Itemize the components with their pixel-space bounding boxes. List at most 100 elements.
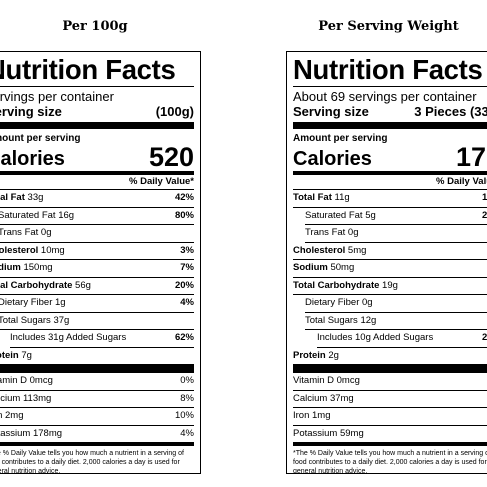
per-100g-heading: Per 100g [62, 19, 128, 34]
daily-value-header: % Daily Value* [0, 175, 194, 190]
added-sugars-row: Includes 31g Added Sugars 62% [10, 330, 194, 348]
protein-value: 7g [21, 349, 32, 361]
cholesterol-pct: 3% [180, 244, 194, 256]
added-sugars-pct: 20% [481, 332, 487, 343]
dietary-fiber-row: Dietary Fiber 0g 0% [305, 295, 487, 313]
dietary-fiber-label: Dietary Fiber 1g [0, 297, 66, 308]
calcium-label: Calcium 113mg [0, 392, 52, 404]
protein-row: Protein 2g [293, 348, 487, 365]
trans-fat-label: Trans Fat 0g [0, 227, 52, 238]
servings-per-container: servings per container [0, 89, 114, 104]
sodium-label: Sodium [0, 262, 21, 273]
calories-label: Calories [293, 148, 372, 170]
saturated-fat-label: Saturated Fat 16g [0, 209, 75, 221]
serving-size-row: Serving size 3 Pieces (33g) [293, 104, 487, 119]
serving-size-label: Serving size [293, 104, 369, 119]
total-fat-row: Total Fat 11g 14% [293, 190, 487, 208]
total-carbohydrate-label: Total Carbohydrate [0, 279, 73, 291]
cholesterol-row: Cholesterol 5mg 2% [293, 243, 487, 260]
daily-value-footnote: *The % Daily Value tells you how much a … [0, 450, 184, 474]
calories-label: Calories [0, 148, 65, 170]
potassium-row: Potassium 59mg 2% [293, 426, 487, 443]
daily-value-footnote: *The % Daily Value tells you how much a … [293, 450, 487, 474]
calcium-row: Calcium 113mg 8% [0, 391, 194, 408]
protein-label: Protein [0, 349, 19, 361]
sodium-row: Sodium 50mg 2% [293, 260, 487, 278]
trans-fat-label: Trans Fat 0g [305, 227, 359, 238]
nutrition-label-per-100g: Nutrition Facts servings per container S… [0, 51, 201, 474]
protein-row: Protein 7g [0, 348, 194, 365]
potassium-row: Potassium 178mg 4% [0, 426, 194, 443]
saturated-fat-pct: 25% [481, 209, 487, 221]
sodium-value: 50mg [330, 262, 355, 273]
protein-label: Protein [293, 349, 326, 361]
iron-row: Iron 2mg 10% [0, 408, 194, 426]
amount-per-serving-label: Amount per serving [293, 133, 388, 144]
amount-per-serving-label: Amount per serving [0, 133, 81, 144]
total-fat-label: Total Fat [293, 192, 332, 203]
dietary-fiber-label: Dietary Fiber 0g [305, 297, 373, 308]
calcium-label: Calcium 37mg [293, 392, 354, 404]
total-fat-pct: 42% [174, 192, 194, 203]
vitamin-d-row: Vitamin D 0mcg 0% [0, 373, 194, 391]
potassium-pct: 4% [180, 427, 194, 439]
total-fat-pct: 14% [481, 192, 487, 203]
saturated-fat-row: Saturated Fat 16g 80% [0, 208, 194, 225]
total-fat-value: 33g [27, 192, 44, 203]
sodium-row: Sodium 150mg 7% [0, 260, 194, 278]
vitamin-d-label: Vitamin D 0mcg [293, 375, 360, 386]
added-sugars-pct: 62% [174, 332, 194, 343]
sodium-value: 150mg [23, 262, 53, 273]
nutrition-facts-title: Nutrition Facts [293, 54, 483, 85]
added-sugars-row: Includes 10g Added Sugars 20% [317, 330, 487, 348]
iron-label: Iron 2mg [0, 410, 24, 421]
total-sugars-label: Total Sugars 12g [305, 314, 377, 326]
trans-fat-row: Trans Fat 0g [305, 225, 487, 243]
cholesterol-label: Cholesterol [0, 244, 39, 256]
cholesterol-value: 10mg [40, 244, 65, 256]
total-sugars-row: Total Sugars 37g [0, 313, 194, 330]
total-carbohydrate-pct: 20% [174, 279, 194, 291]
calcium-pct: 8% [180, 392, 194, 404]
added-sugars-label: Includes 10g Added Sugars [317, 332, 434, 343]
trans-fat-row: Trans Fat 0g [0, 225, 194, 243]
vitamin-d-pct: 0% [180, 375, 194, 386]
servings-per-container: About 69 servings per container [293, 89, 477, 104]
vitamin-d-label: Vitamin D 0mcg [0, 375, 53, 386]
total-carbohydrate-value: 19g [382, 279, 398, 291]
total-carbohydrate-row: Total Carbohydrate 56g 20% [0, 278, 194, 295]
dietary-fiber-row: Dietary Fiber 1g 4% [0, 295, 194, 313]
saturated-fat-label: Saturated Fat 5g [305, 209, 376, 221]
total-fat-label: Total Fat [0, 192, 25, 203]
serving-size-row: Serving size (100g) [0, 104, 194, 119]
calories-row: Calories 520 [0, 142, 194, 172]
serving-size-label: Serving size [0, 104, 62, 119]
nutrition-label-per-serving: Nutrition Facts About 69 servings per co… [286, 51, 487, 474]
cholesterol-row: Cholesterol 10mg 3% [0, 243, 194, 260]
iron-row: Iron 1mg 6% [293, 408, 487, 426]
iron-pct: 10% [174, 410, 194, 421]
protein-value: 2g [328, 349, 339, 361]
sodium-label: Sodium [293, 262, 328, 273]
serving-size-value: (100g) [155, 104, 194, 119]
calcium-row: Calcium 37mg 2% [293, 391, 487, 408]
total-sugars-row: Total Sugars 12g [305, 313, 487, 330]
iron-label: Iron 1mg [293, 410, 331, 421]
saturated-fat-pct: 80% [174, 209, 194, 221]
saturated-fat-row: Saturated Fat 5g 25% [305, 208, 487, 225]
total-carbohydrate-label: Total Carbohydrate [293, 279, 380, 291]
vitamin-d-row: Vitamin D 0mcg 0% [293, 373, 487, 391]
calories-row: Calories 170 [293, 142, 487, 172]
cholesterol-value: 5mg [347, 244, 367, 256]
added-sugars-label: Includes 31g Added Sugars [10, 332, 127, 343]
calories-value: 170 [455, 142, 487, 172]
total-sugars-label: Total Sugars 37g [0, 314, 70, 326]
sodium-pct: 7% [180, 262, 194, 273]
cholesterol-label: Cholesterol [293, 244, 346, 256]
total-fat-value: 11g [334, 192, 350, 203]
calories-value: 520 [148, 142, 194, 172]
nutrition-facts-title: Nutrition Facts [0, 54, 176, 85]
daily-value-header: % Daily Value* [293, 175, 487, 190]
per-serving-heading: Per Serving Weight [318, 19, 459, 34]
total-carbohydrate-row: Total Carbohydrate 19g 7% [293, 278, 487, 295]
